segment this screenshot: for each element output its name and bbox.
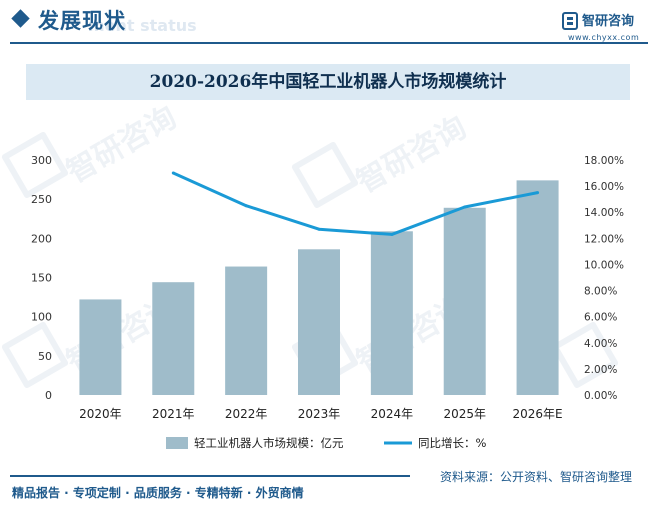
left-tick-label: 100 bbox=[31, 311, 52, 324]
left-tick-label: 200 bbox=[31, 232, 52, 245]
bar bbox=[79, 299, 122, 395]
right-tick-label: 4.00% bbox=[584, 338, 617, 350]
left-tick-label: 0 bbox=[45, 389, 52, 402]
bar bbox=[225, 266, 268, 395]
left-axis-ticks: 0 50 100 150 200 250 300 bbox=[31, 154, 52, 402]
x-tick-label: 2024年 bbox=[371, 407, 414, 421]
header-divider bbox=[10, 42, 648, 44]
brand-url: www.chyxx.com bbox=[568, 33, 640, 42]
footer-divider bbox=[10, 475, 410, 477]
bar bbox=[516, 180, 559, 395]
legend-line-label: 同比增长：% bbox=[418, 436, 486, 450]
right-tick-label: 6.00% bbox=[584, 312, 617, 324]
brand-logo-icon bbox=[562, 12, 578, 30]
x-tick-label: 2022年 bbox=[225, 407, 268, 421]
line-point bbox=[171, 171, 175, 175]
title-banner bbox=[26, 64, 630, 100]
brand-name: 智研咨询 bbox=[582, 14, 635, 29]
line-series bbox=[171, 171, 540, 236]
right-tick-label: 14.00% bbox=[584, 207, 624, 219]
line-point bbox=[390, 232, 394, 236]
x-tick-label: 2020年 bbox=[79, 407, 122, 421]
bar bbox=[370, 231, 413, 395]
legend-bar-swatch bbox=[166, 437, 188, 449]
page-title: 发展现状 bbox=[38, 9, 126, 33]
footer-services: 精品报告 · 专项定制 · 品质服务 · 专精特新 · 外贸商情 bbox=[12, 486, 304, 500]
legend-bar-label: 轻工业机器人市场规模：亿元 bbox=[194, 436, 344, 450]
header-ghost-text: ment status bbox=[88, 16, 197, 35]
bar bbox=[298, 249, 340, 395]
x-tick-label: 2025年 bbox=[443, 407, 486, 421]
right-tick-label: 12.00% bbox=[584, 233, 624, 245]
legend: 轻工业机器人市场规模：亿元 同比增长：% bbox=[166, 436, 486, 450]
x-tick-label: 2021年 bbox=[152, 407, 195, 421]
left-tick-label: 250 bbox=[31, 193, 52, 206]
right-tick-label: 2.00% bbox=[584, 364, 617, 376]
line-point bbox=[463, 205, 467, 209]
left-tick-label: 50 bbox=[38, 350, 52, 363]
right-tick-label: 16.00% bbox=[584, 181, 624, 193]
footer-source: 资料来源：公开资料、智研咨询整理 bbox=[440, 470, 633, 484]
line-point bbox=[317, 227, 321, 231]
right-tick-label: 18.00% bbox=[584, 155, 624, 167]
line-point bbox=[536, 191, 540, 195]
right-tick-label: 0.00% bbox=[584, 390, 617, 402]
x-tick-label: 2026年E bbox=[513, 407, 563, 421]
x-tick-label: 2023年 bbox=[298, 407, 341, 421]
left-tick-label: 150 bbox=[31, 272, 52, 285]
bar bbox=[152, 282, 195, 395]
right-tick-label: 8.00% bbox=[584, 286, 617, 298]
line-point bbox=[244, 204, 248, 208]
bar-series bbox=[79, 180, 559, 395]
chart-title: 2020-2026年中国轻工业机器人市场规模统计 bbox=[149, 72, 507, 92]
x-axis-ticks: 2020年 2021年 2022年 2023年 2024年 2025年 2026年E bbox=[79, 407, 562, 421]
right-axis-ticks: 0.00% 2.00% 4.00% 6.00% 8.00% 10.00% 12.00% 14.… bbox=[584, 155, 624, 402]
bar bbox=[443, 207, 486, 395]
header: ment status 发展现状 智研咨询 www.chyxx.com bbox=[0, 0, 660, 44]
right-tick-label: 10.00% bbox=[584, 259, 624, 271]
growth-line bbox=[172, 171, 538, 236]
left-tick-label: 300 bbox=[31, 154, 52, 167]
